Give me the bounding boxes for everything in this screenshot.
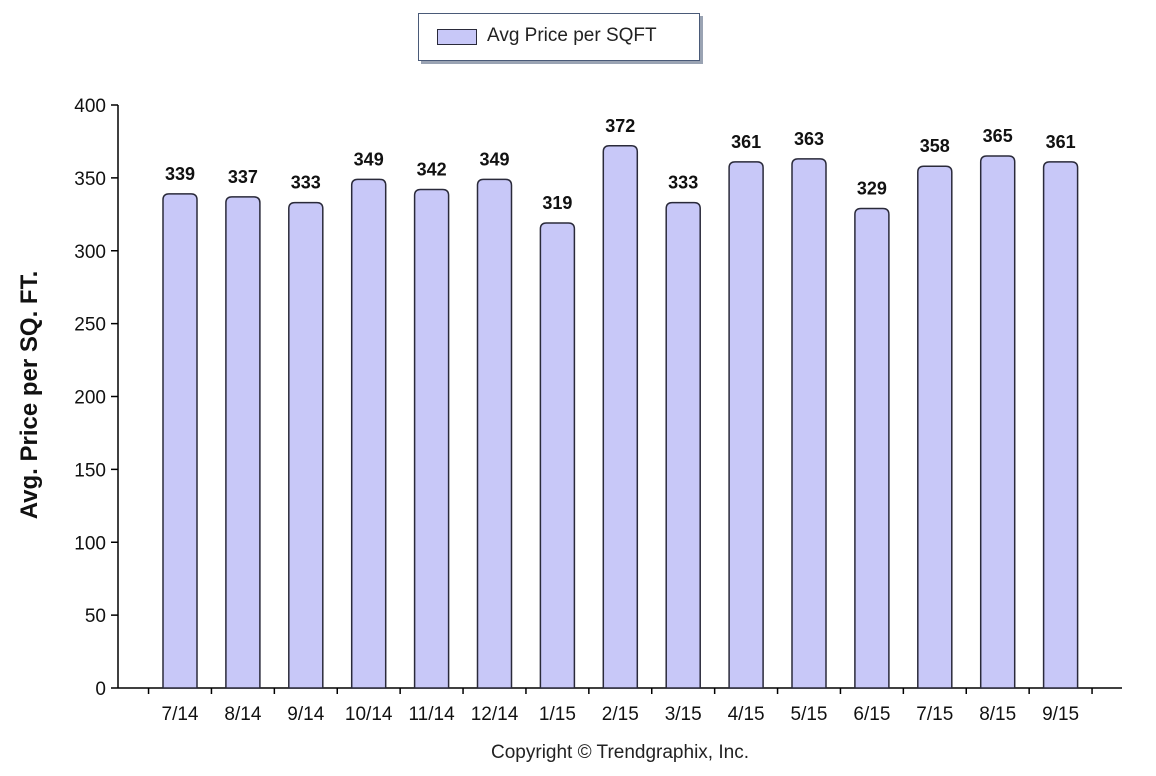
y-tick-label: 50 xyxy=(85,606,106,627)
x-tick-label: 7/15 xyxy=(916,704,953,725)
x-tick-label: 8/15 xyxy=(979,704,1016,725)
x-tick-label: 7/14 xyxy=(162,704,199,725)
legend-swatch xyxy=(437,29,477,45)
data-label: 361 xyxy=(1046,132,1076,152)
bar xyxy=(917,165,953,689)
y-axis-title: Avg. Price per SQ. FT. xyxy=(16,270,43,520)
x-tick-label: 11/14 xyxy=(409,704,456,725)
y-tick-label: 150 xyxy=(74,460,106,481)
data-label: 319 xyxy=(542,193,572,213)
data-label: 337 xyxy=(228,167,258,187)
y-tick-label: 350 xyxy=(74,169,106,190)
legend-label: Avg Price per SQFT xyxy=(487,25,657,46)
data-label: 329 xyxy=(857,178,887,198)
bar xyxy=(288,201,324,689)
data-label: 349 xyxy=(479,149,509,169)
x-axis: 7/14 8/14 9/14 10/14 11/14 12/14 1/15 2/15 3/15 4… xyxy=(118,687,1122,725)
data-label: 339 xyxy=(165,164,195,184)
bar xyxy=(1042,161,1079,689)
bar xyxy=(539,222,576,689)
x-tick-label: 2/15 xyxy=(602,704,639,725)
bar xyxy=(854,207,890,689)
y-tick-label: 300 xyxy=(74,242,106,263)
x-tick-label: 8/14 xyxy=(224,704,261,725)
data-label: 365 xyxy=(983,126,1013,146)
bar xyxy=(225,196,261,689)
y-tick-label: 100 xyxy=(74,533,106,554)
y-tick-label: 250 xyxy=(74,315,106,336)
bar xyxy=(979,155,1016,689)
x-tick-label: 12/14 xyxy=(471,704,519,725)
x-tick-label: 1/15 xyxy=(539,704,576,725)
data-label: 372 xyxy=(605,116,635,136)
data-label: 333 xyxy=(668,173,698,193)
y-tick-label: 200 xyxy=(74,388,106,409)
data-label: 342 xyxy=(417,160,447,180)
x-tick-label: 6/15 xyxy=(853,704,890,725)
data-label: 363 xyxy=(794,129,824,149)
data-label: 349 xyxy=(354,149,384,169)
bar xyxy=(791,158,827,689)
x-tick-label: 3/15 xyxy=(665,704,702,725)
bar xyxy=(602,145,639,689)
data-label: 358 xyxy=(920,136,950,156)
x-tick-label: 5/15 xyxy=(791,704,828,725)
data-label: 361 xyxy=(731,132,761,152)
bar xyxy=(350,178,387,689)
data-labels: 339 337 333 349 342 349 319 372 333 361 363 329 358 3… xyxy=(165,116,1076,213)
bar xyxy=(728,161,764,689)
x-tick-label: 4/15 xyxy=(728,704,765,725)
x-tick-label: 9/14 xyxy=(287,704,324,725)
x-tick-label: 10/14 xyxy=(345,704,393,725)
bar xyxy=(162,193,198,689)
y-tick-label: 0 xyxy=(95,679,106,700)
x-tick-label: 9/15 xyxy=(1042,704,1079,725)
bar xyxy=(476,178,513,689)
bars xyxy=(162,145,1079,689)
legend: Avg Price per SQFT xyxy=(418,13,700,61)
data-label: 333 xyxy=(291,173,321,193)
bar xyxy=(665,201,701,689)
y-axis: 0 50 100 150 200 250 300 350 400 xyxy=(74,96,119,700)
y-tick-label: 400 xyxy=(74,96,106,117)
bar xyxy=(413,188,450,689)
